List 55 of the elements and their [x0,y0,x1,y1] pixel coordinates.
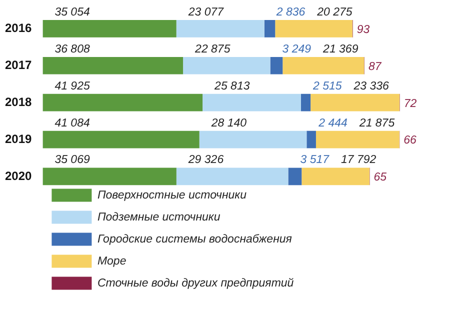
bar [300,94,311,112]
bar [42,168,176,186]
bar [316,130,400,148]
legend-label: Поверхностные источники [97,190,248,202]
bar [282,56,364,74]
bar [270,56,283,74]
bar [183,56,270,74]
data-label: 72 [404,98,418,110]
bar [176,20,264,38]
data-label: 22 875 [194,43,231,56]
legend-label: Сточные воды других предприятий [97,278,294,290]
data-label: 23 077 [187,6,224,18]
bar [199,130,307,148]
bar [306,130,316,148]
data-label: 93 [356,24,370,36]
data-label: 28 140 [210,117,248,130]
legend-label: Подземные источники [97,212,221,224]
data-label: 66 [404,134,418,147]
data-label: 29 326 [187,154,224,166]
bar [176,168,288,186]
data-label: 17 792 [341,154,377,166]
data-label: 23 336 [352,80,390,92]
data-label: 2 444 [318,117,348,130]
data-label: 3 517 [300,154,330,166]
data-label: 41 925 [54,80,90,92]
y-tick-label: 2020 [4,168,32,183]
y-tick-label: 2016 [4,20,32,35]
data-label: 35 069 [54,154,90,166]
data-label: 20 275 [316,6,353,18]
bar [42,56,184,74]
bar [42,94,203,112]
data-label: 2 515 [312,80,342,92]
bar [42,20,176,38]
bar [264,20,276,38]
data-label: 36 808 [54,43,90,56]
data-label: 65 [374,172,388,184]
data-label: 21 369 [322,43,359,56]
bar [42,130,200,148]
data-label: 41 084 [54,117,90,130]
bar [288,168,302,186]
bar [202,94,301,112]
data-label: 35 054 [54,6,90,18]
data-label: 3 249 [282,43,312,56]
bar [275,20,352,38]
y-tick-label: 2017 [4,58,32,72]
legend-label: Море [97,256,126,268]
bar [310,94,400,112]
data-label: 25 813 [214,80,250,92]
data-label: 2 836 [275,6,306,18]
y-tick-label: 2018 [4,94,32,109]
y-tick-label: 2019 [4,132,32,146]
data-label: 87 [368,60,382,73]
bar [302,168,370,186]
legend-label: Городские системы водоснабжения [97,234,292,246]
data-label: 21 875 [358,117,396,130]
